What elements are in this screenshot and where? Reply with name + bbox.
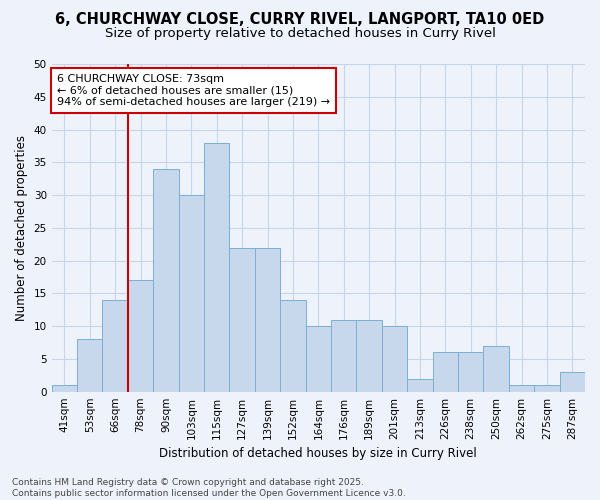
- X-axis label: Distribution of detached houses by size in Curry Rivel: Distribution of detached houses by size …: [160, 447, 477, 460]
- Bar: [433, 352, 458, 392]
- Bar: [382, 326, 407, 392]
- Bar: [407, 378, 433, 392]
- Text: 6, CHURCHWAY CLOSE, CURRY RIVEL, LANGPORT, TA10 0ED: 6, CHURCHWAY CLOSE, CURRY RIVEL, LANGPOR…: [55, 12, 545, 28]
- Bar: [305, 326, 331, 392]
- Bar: [356, 320, 382, 392]
- Bar: [534, 385, 560, 392]
- Bar: [255, 248, 280, 392]
- Text: 6 CHURCHWAY CLOSE: 73sqm
← 6% of detached houses are smaller (15)
94% of semi-de: 6 CHURCHWAY CLOSE: 73sqm ← 6% of detache…: [57, 74, 330, 107]
- Bar: [179, 195, 204, 392]
- Bar: [484, 346, 509, 392]
- Bar: [229, 248, 255, 392]
- Bar: [560, 372, 585, 392]
- Text: Contains HM Land Registry data © Crown copyright and database right 2025.
Contai: Contains HM Land Registry data © Crown c…: [12, 478, 406, 498]
- Bar: [52, 385, 77, 392]
- Y-axis label: Number of detached properties: Number of detached properties: [15, 135, 28, 321]
- Bar: [509, 385, 534, 392]
- Bar: [458, 352, 484, 392]
- Bar: [153, 169, 179, 392]
- Bar: [331, 320, 356, 392]
- Bar: [128, 280, 153, 392]
- Bar: [204, 142, 229, 392]
- Bar: [103, 300, 128, 392]
- Text: Size of property relative to detached houses in Curry Rivel: Size of property relative to detached ho…: [104, 28, 496, 40]
- Bar: [77, 340, 103, 392]
- Bar: [280, 300, 305, 392]
